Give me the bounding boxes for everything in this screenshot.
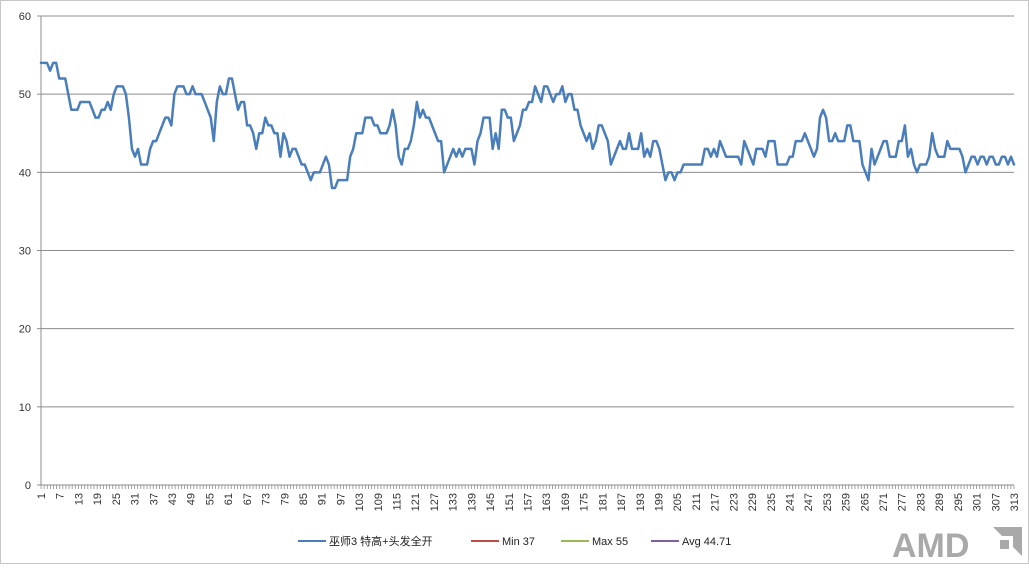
x-axis-ticks: 1 7 13 19 25 31 37 43 49 55 61 67 73 79 85 91 97 103 109 11… <box>36 485 1021 511</box>
series-line-main <box>39 61 1016 190</box>
x-tick-label: 55 <box>204 493 216 505</box>
x-tick-label: 97 <box>335 493 347 505</box>
amd-arrow-icon <box>993 527 1022 556</box>
x-tick-label: 115 <box>392 493 404 511</box>
legend-item: Min 37 <box>471 536 535 548</box>
y-tick-label: 10 <box>19 402 31 414</box>
x-tick-label: 145 <box>485 493 497 511</box>
y-tick-label: 50 <box>19 89 31 101</box>
y-tick-label: 20 <box>19 324 31 336</box>
legend-label: Avg 44.71 <box>682 536 731 548</box>
amd-logo-text: AMD <box>892 527 969 563</box>
x-tick-label: 121 <box>410 493 422 511</box>
x-tick-label: 49 <box>186 493 198 505</box>
x-tick-label: 181 <box>597 493 609 511</box>
x-tick-label: 25 <box>111 493 123 505</box>
legend-label: 巫师3 特高+头发全开 <box>329 534 433 548</box>
x-tick-label: 31 <box>130 493 142 505</box>
x-tick-label: 265 <box>859 493 871 511</box>
axes <box>40 16 1014 486</box>
x-tick-label: 7 <box>55 493 67 499</box>
x-tick-label: 283 <box>915 493 927 511</box>
x-tick-label: 67 <box>242 493 254 505</box>
x-tick-label: 151 <box>504 493 516 511</box>
x-tick-label: 139 <box>466 493 478 511</box>
x-tick-label: 187 <box>616 493 628 511</box>
x-tick-label: 205 <box>672 493 684 511</box>
x-tick-label: 271 <box>878 493 890 511</box>
x-tick-label: 307 <box>990 493 1002 511</box>
x-tick-label: 235 <box>766 493 778 511</box>
y-tick-label: 40 <box>19 167 31 179</box>
x-tick-label: 313 <box>1009 493 1021 511</box>
x-tick-label: 169 <box>560 493 572 511</box>
x-tick-label: 229 <box>747 493 759 511</box>
x-tick-label: 199 <box>653 493 665 511</box>
x-tick-label: 109 <box>373 493 385 511</box>
x-tick-label: 43 <box>167 493 179 505</box>
x-tick-label: 217 <box>710 493 722 511</box>
x-tick-label: 133 <box>448 493 460 511</box>
x-tick-label: 175 <box>579 493 591 511</box>
series-lines <box>39 61 1016 190</box>
legend-label: Max 55 <box>592 536 628 548</box>
x-tick-label: 223 <box>728 493 740 511</box>
legend-label: Min 37 <box>502 536 535 548</box>
x-tick-label: 73 <box>261 493 273 505</box>
x-tick-label: 289 <box>934 493 946 511</box>
y-tick-label: 60 <box>19 11 31 23</box>
x-tick-label: 103 <box>354 493 366 511</box>
y-axis-ticks: 0 10 20 30 40 50 60 <box>19 11 41 492</box>
x-tick-label: 193 <box>635 493 647 511</box>
legend-item: Max 55 <box>561 536 628 548</box>
x-tick-label: 91 <box>317 493 329 505</box>
y-tick-label: 30 <box>19 246 31 258</box>
amd-logo: AMD <box>892 527 1022 565</box>
x-tick-label: 301 <box>972 493 984 511</box>
x-tick-label: 85 <box>298 493 310 505</box>
legend-item: Avg 44.71 <box>651 536 731 548</box>
x-tick-label: 163 <box>541 493 553 511</box>
x-tick-label: 79 <box>279 493 291 505</box>
x-tick-label: 253 <box>822 493 834 511</box>
x-tick-label: 277 <box>897 493 909 511</box>
x-tick-label: 211 <box>691 493 703 511</box>
x-tick-label: 247 <box>803 493 815 511</box>
legend-item: 巫师3 特高+头发全开 <box>298 534 433 548</box>
legend: 巫师3 特高+头发全开 Min 37 Max 55 Avg 44.71 <box>298 534 731 548</box>
x-tick-label: 127 <box>429 493 441 511</box>
x-tick-label: 157 <box>523 493 535 511</box>
x-tick-label: 259 <box>841 493 853 511</box>
x-tick-label: 241 <box>784 493 796 511</box>
x-tick-label: 13 <box>73 493 85 505</box>
x-tick-label: 295 <box>953 493 965 511</box>
x-tick-label: 1 <box>36 493 48 499</box>
y-tick-label: 0 <box>25 480 31 492</box>
gridlines <box>41 15 1014 408</box>
x-tick-label: 19 <box>92 493 104 505</box>
x-tick-label: 37 <box>148 493 160 505</box>
x-tick-label: 61 <box>223 493 235 505</box>
